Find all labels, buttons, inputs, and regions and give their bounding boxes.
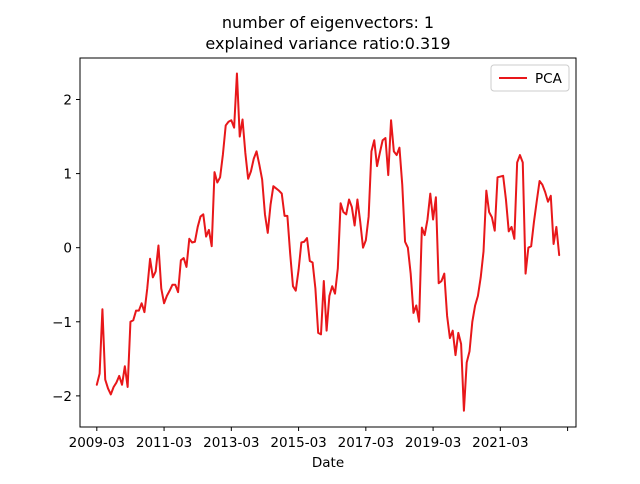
x-tick-label: 2015-03 [270, 435, 326, 451]
y-axis: −2 −1 0 1 2 [52, 92, 80, 405]
x-tick-label: 2011-03 [136, 435, 192, 451]
x-axis-label: Date [312, 455, 344, 471]
y-tick-label: 0 [63, 241, 72, 257]
y-tick-label: −2 [52, 389, 72, 405]
x-tick-label: 2019-03 [405, 435, 461, 451]
legend-box [490, 64, 570, 92]
x-tick-label: 2021-03 [472, 435, 528, 451]
axes-frame [79, 57, 577, 428]
x-tick-label: 2013-03 [203, 435, 259, 451]
chart-title-line1: number of eigenvectors: 1 [222, 13, 434, 32]
y-tick-label: 2 [63, 92, 72, 108]
chart-title-line2: explained variance ratio:0.319 [205, 34, 450, 53]
series-line-pca [95, 72, 561, 412]
y-tick-label: 1 [63, 167, 72, 183]
y-tick-label: −1 [52, 315, 72, 331]
plot-area [95, 72, 561, 412]
legend-label-pca: PCA [535, 71, 563, 87]
x-tick-label: 2017-03 [338, 435, 394, 451]
legend: PCA [490, 64, 570, 92]
x-axis: 2009-03 2011-03 2013-03 2015-03 2017-03 2019-… [69, 427, 569, 451]
x-tick-label: 2009-03 [69, 435, 125, 451]
